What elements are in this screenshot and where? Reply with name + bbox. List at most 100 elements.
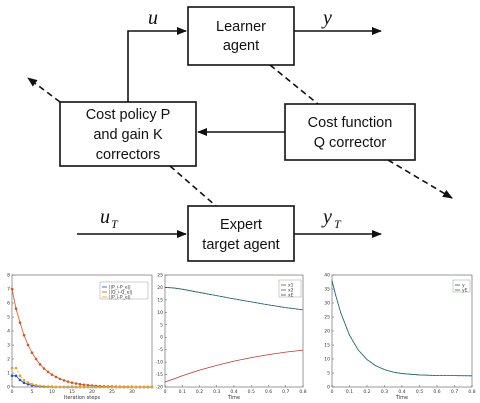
x-tick-label: 0.8 xyxy=(299,389,306,395)
y-tick-label: 10 xyxy=(157,310,163,316)
series-point xyxy=(122,385,126,389)
series-point xyxy=(66,380,70,383)
series-point xyxy=(74,385,78,389)
series-point xyxy=(90,385,94,389)
y-tick-label: 0 xyxy=(160,335,163,341)
cost-policy-label-line3: correctors xyxy=(96,147,160,163)
expert-label-line1: Expert xyxy=(220,217,262,233)
series-point xyxy=(14,374,18,378)
legend-entry: yE xyxy=(462,288,468,294)
series-point xyxy=(18,378,22,382)
y-tick-label: 5 xyxy=(327,371,330,377)
series-point xyxy=(62,385,66,389)
y-tick-label: 8 xyxy=(7,273,10,279)
legend: ||P_i-P_e||||Q_i-Q_e||||P_i-P_e|| xyxy=(99,281,149,301)
series-point xyxy=(70,385,74,389)
legend: yyE xyxy=(452,279,471,294)
dashed-line-policy-to-expert xyxy=(169,165,217,207)
series-point xyxy=(58,385,62,389)
chart-state-trajectories: 0 0.1 0.2 0.3 0.4 0.5 0.6 0.7 0.8 -20 -15 -10 -5 0 5 10… xyxy=(156,273,307,402)
x-axis-label: Time xyxy=(227,395,240,401)
y-tick-label: 1 xyxy=(7,371,10,377)
x-tick-label: 0 xyxy=(164,389,167,395)
series-point xyxy=(30,351,34,355)
x-tick-label: 10 xyxy=(49,389,55,395)
block-diagram: Learner agent Cost policy P and gain K c… xyxy=(27,6,453,262)
y-tick-label: 30 xyxy=(324,301,330,307)
x-tick-label: 0.8 xyxy=(468,389,475,395)
legend-box xyxy=(452,279,471,293)
x-tick-label: 0.7 xyxy=(451,389,458,395)
chart-output-trajectories: 0 0.1 0.2 0.3 0.4 0.5 0.6 0.7 0.8 0 5 10 15 20 25 30 35 4… xyxy=(324,273,475,402)
y-tick-label: 0 xyxy=(327,385,330,391)
y-tick-label: 15 xyxy=(157,297,163,303)
series-point xyxy=(82,383,86,387)
y-tick-label: -10 xyxy=(156,360,163,366)
legend-entry: y xyxy=(462,284,465,289)
x-tick-label: 5 xyxy=(31,389,34,395)
series-point xyxy=(42,367,46,370)
series-point xyxy=(14,307,18,310)
series-point xyxy=(38,363,42,366)
x-tick-label: 0.5 xyxy=(416,389,423,395)
series-line xyxy=(331,280,473,377)
x-tick-label: 20 xyxy=(89,389,95,395)
cost-policy-corrector-block: Cost policy P and gain K correctors xyxy=(59,101,197,167)
x-axis-label: Time xyxy=(395,395,408,401)
y-tick-label: -15 xyxy=(156,372,163,378)
signal-yT-label: y T xyxy=(321,206,342,231)
series-point xyxy=(102,385,106,389)
series-point xyxy=(62,379,66,382)
learner-label-line2: agent xyxy=(223,38,259,54)
y-tick-label: 35 xyxy=(324,287,330,293)
legend-entry: x2 xyxy=(288,288,294,294)
x-tick-label: 25 xyxy=(109,389,115,395)
y-tick-label: 3 xyxy=(7,343,10,349)
cost-function-corrector-block: Cost function Q corrector xyxy=(284,103,416,161)
cost-function-label-line1: Cost function xyxy=(308,115,393,131)
x-tick-label: 0.3 xyxy=(213,389,220,395)
series-point xyxy=(54,385,58,389)
series-point xyxy=(46,370,50,374)
y-tick-label: -20 xyxy=(156,385,163,391)
series-point xyxy=(130,385,134,389)
signal-uT-base: u xyxy=(100,206,110,228)
y-tick-label: 2 xyxy=(7,357,10,363)
y-tick-label: 20 xyxy=(157,285,163,291)
x-axis-label: Iteration steps xyxy=(64,395,101,401)
cost-policy-label-line2: and gain K xyxy=(93,127,163,143)
series-point xyxy=(150,385,154,389)
x-tick-label: 0.6 xyxy=(265,389,272,395)
y-tick-label: -5 xyxy=(159,347,164,353)
series-point xyxy=(58,377,62,381)
series-point xyxy=(98,385,102,389)
x-tick-label: 0.5 xyxy=(248,389,255,395)
series-point xyxy=(86,383,90,387)
legend-box xyxy=(278,279,302,298)
dashed-arrow-upper-left xyxy=(27,77,61,103)
legend-entry: xE xyxy=(288,293,294,299)
learner-agent-block: Learner agent xyxy=(187,6,295,66)
y-tick-label: 6 xyxy=(7,301,10,307)
series-point xyxy=(146,385,150,389)
y-tick-label: 40 xyxy=(324,273,330,279)
y-tick-label: 10 xyxy=(324,357,330,363)
series-point xyxy=(46,385,50,388)
series-point xyxy=(78,382,82,386)
y-tick-label: 4 xyxy=(7,329,10,335)
expert-label-line2: target agent xyxy=(202,237,279,253)
y-tick-label: 5 xyxy=(7,315,10,321)
y-tick-label: 7 xyxy=(7,287,10,293)
series-point xyxy=(18,374,22,378)
cost-policy-label-line1: Cost policy P xyxy=(86,107,171,123)
dashed-line-learner-to-q xyxy=(269,64,319,105)
legend-entry: ||P_i-P_e|| xyxy=(109,285,131,291)
series-point xyxy=(26,343,30,347)
x-tick-label: 0.7 xyxy=(282,389,289,395)
signal-uT-sub: T xyxy=(111,217,119,231)
y-tick-label: 20 xyxy=(324,329,330,335)
series-point xyxy=(30,382,34,386)
series-point xyxy=(66,385,70,389)
series-point xyxy=(18,321,22,324)
